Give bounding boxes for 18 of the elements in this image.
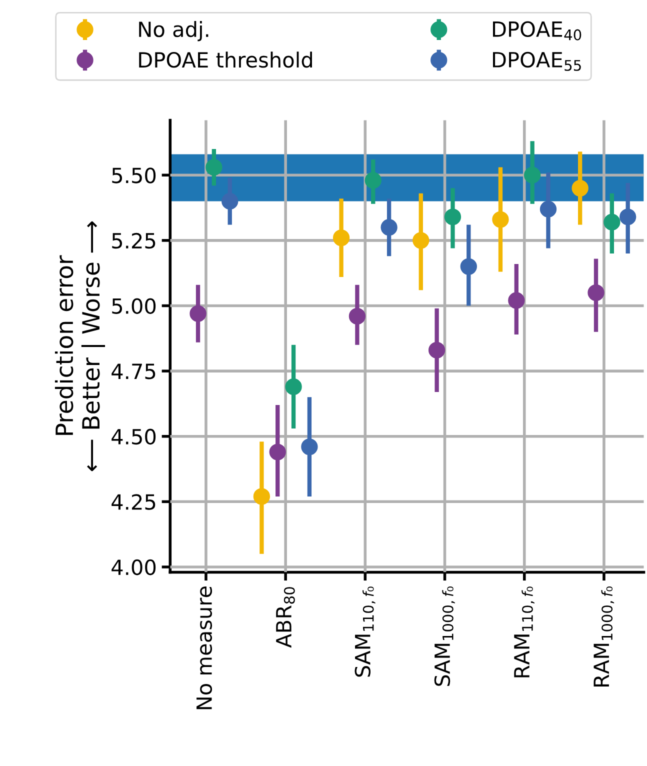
legend-label: DPOAE threshold xyxy=(139,52,312,68)
y-tick-label: 4.50 xyxy=(112,428,156,445)
y-tick-label: 4.00 xyxy=(112,559,156,576)
legend-label: No adj. xyxy=(139,21,208,42)
x-tick-label: RAM$_{110,f₀}$ xyxy=(514,586,534,678)
x-tick-label: ABR$_{80}$ xyxy=(276,587,295,648)
y-axis-title: Prediction error ⟵ Better | Worse ⟶ xyxy=(54,221,106,472)
x-tick-label: SAM$_{110,f₀}$ xyxy=(354,586,376,677)
legend-label: DPOAE$_{55}$ xyxy=(492,52,581,71)
x-tick-label: No measure xyxy=(196,586,212,710)
legend-label: DPOAE$_{40}$ xyxy=(492,21,582,40)
x-tick-label: RAM$_{1000,f₀}$ xyxy=(594,586,614,686)
x-tick-label: SAM$_{1000,f₀}$ xyxy=(434,586,455,686)
y-tick-label: 4.25 xyxy=(112,494,156,510)
y-tick-label: 5.25 xyxy=(112,232,156,249)
y-tick-label: 5.50 xyxy=(112,168,156,184)
y-tick-label: 5.00 xyxy=(112,298,156,314)
y-tick-label: 4.75 xyxy=(112,364,156,380)
